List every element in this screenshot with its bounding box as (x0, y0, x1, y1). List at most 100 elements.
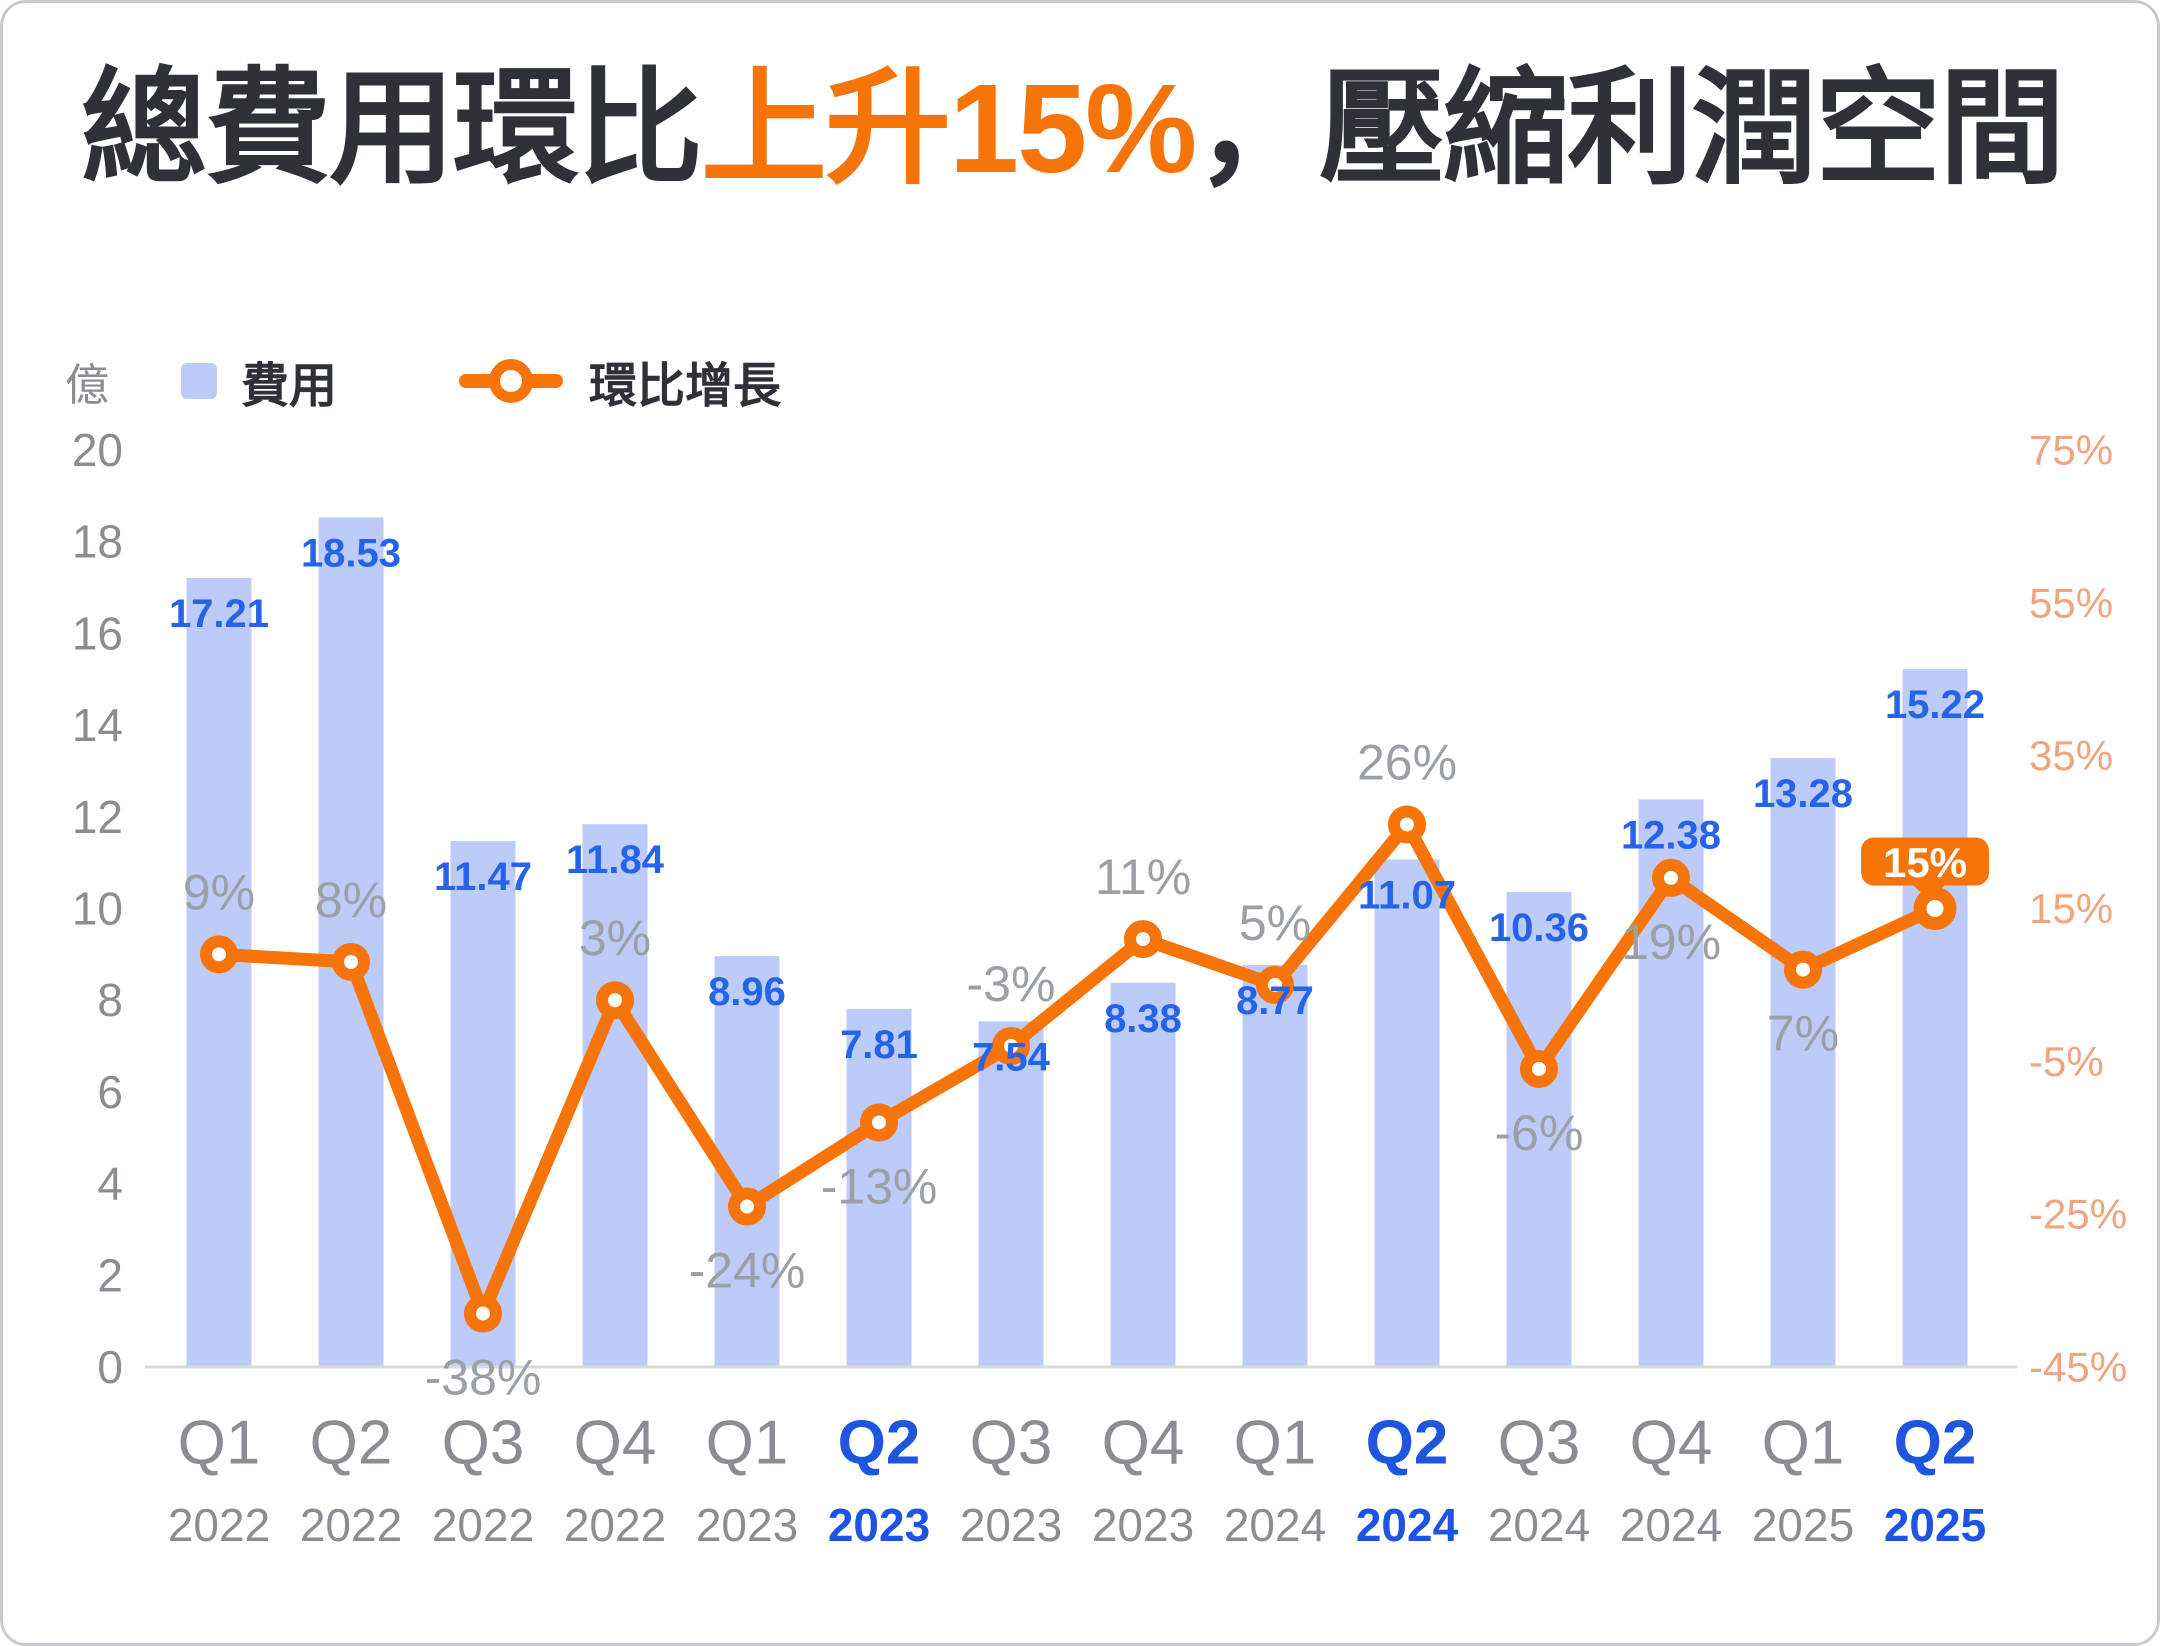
bar-value-label: 17.21 (169, 592, 269, 636)
left-axis-tick: 6 (97, 1066, 123, 1118)
x-label-quarter: Q2 (1894, 1409, 1977, 1478)
highlight-badge (1861, 837, 1989, 886)
left-axis-tick: 8 (97, 974, 123, 1026)
badge-pointer-icon (1911, 883, 1947, 900)
growth-value-label: 19% (1621, 914, 1721, 970)
x-label-year: 2024 (1620, 1499, 1722, 1551)
growth-value-label: 7% (1767, 1006, 1839, 1062)
x-label-quarter: Q4 (1102, 1409, 1185, 1478)
bar-Q2-2025 (1902, 669, 1968, 1367)
bar-value-label: 10.36 (1489, 906, 1589, 950)
bar-value-label: 11.07 (1358, 873, 1456, 917)
x-label-year: 2022 (432, 1499, 534, 1551)
growth-value-label: 5% (1239, 895, 1311, 951)
line-point-marker (1256, 965, 1294, 1004)
bar-value-label: 11.84 (566, 838, 665, 882)
right-axis-tick: -45% (2029, 1344, 2127, 1391)
x-label-quarter: Q4 (574, 1409, 657, 1478)
bar-Q3-2023 (978, 1021, 1044, 1367)
bar-Q1-2025 (1770, 758, 1836, 1367)
line-point-marker (1784, 950, 1822, 989)
left-axis-tick: 14 (72, 699, 123, 751)
x-label-quarter: Q1 (1234, 1409, 1317, 1478)
x-label-year: 2023 (696, 1499, 798, 1551)
right-axis-tick: 55% (2029, 579, 2113, 626)
line-legend-dot-icon (489, 359, 534, 403)
expense-growth-chart: 0 2 4 6 8 10 12 14 16 18 20 75% 55% 35% 15% -5% -25% -45%… (72, 424, 2127, 1551)
growth-line (212, 817, 1942, 1321)
left-axis-tick: 18 (72, 516, 123, 568)
x-label-quarter: Q2 (838, 1409, 921, 1478)
growth-value-label: -6% (1495, 1105, 1584, 1161)
bar-value-label: 7.54 (972, 1035, 1051, 1079)
x-label-year: 2024 (1356, 1499, 1459, 1551)
x-label-quarter: Q1 (706, 1409, 789, 1478)
bar-value-label: 8.77 (1236, 979, 1314, 1023)
left-axis-tick: 2 (97, 1249, 123, 1301)
line-point-marker (332, 942, 370, 981)
bar-Q3-2024 (1506, 891, 1572, 1367)
bar-value-label: 15.22 (1885, 683, 1985, 727)
right-axis-tick: -5% (2029, 1038, 2104, 1085)
line-point-marker (596, 981, 634, 1020)
x-label-year: 2023 (960, 1499, 1062, 1551)
line-point-marker (1520, 1049, 1558, 1088)
left-axis-unit-label: 億 (65, 361, 109, 410)
x-label-quarter: Q1 (1762, 1409, 1845, 1478)
x-label-quarter: Q3 (442, 1409, 525, 1478)
right-axis-tick: 75% (2029, 427, 2113, 474)
x-label-quarter: Q3 (1498, 1409, 1581, 1478)
right-axis-tick: 35% (2029, 732, 2113, 779)
bar-legend-swatch-icon (181, 363, 217, 399)
growth-value-label: -24% (689, 1243, 806, 1299)
x-label-year: 2022 (168, 1499, 270, 1551)
left-axis-tick: 0 (97, 1341, 123, 1393)
bar-value-label: 11.47 (434, 855, 532, 899)
page-title: 總費用環比上升15%，壓縮利潤空間 (81, 55, 2065, 204)
bar-value-label: 18.53 (301, 531, 401, 575)
bar-value-label: 13.28 (1753, 772, 1853, 816)
x-label-quarter: Q4 (1630, 1409, 1713, 1478)
line-point-marker (464, 1294, 502, 1333)
bar-Q2-2024 (1374, 859, 1440, 1367)
bar-Q2-2023 (846, 1008, 912, 1367)
bar-value-label: 8.38 (1104, 997, 1182, 1041)
line-legend-marker-icon (459, 359, 564, 403)
x-label-quarter: Q2 (310, 1409, 393, 1478)
line-point-marker (1124, 920, 1162, 959)
left-axis-tick: 4 (97, 1158, 123, 1210)
right-axis-tick: -25% (2029, 1191, 2127, 1238)
line-point-marker (1652, 858, 1690, 897)
left-axis-tick: 16 (72, 607, 123, 659)
left-axis-tick: 12 (72, 791, 123, 843)
x-label-year: 2023 (1092, 1499, 1194, 1551)
x-label-quarter: Q3 (970, 1409, 1053, 1478)
bar-Q1-2024 (1242, 964, 1308, 1367)
x-label-quarter: Q2 (1366, 1409, 1449, 1478)
growth-value-label: 26% (1357, 734, 1457, 790)
growth-value-label: -3% (967, 956, 1056, 1012)
x-label-year: 2023 (828, 1499, 930, 1551)
x-label-year: 2024 (1224, 1499, 1326, 1551)
bar-legend-label: 費用 (241, 360, 338, 413)
line-point-marker (1913, 887, 1957, 930)
line-point-marker (728, 1187, 766, 1226)
growth-value-label: -13% (821, 1158, 938, 1214)
bar-value-label: 8.96 (708, 970, 786, 1014)
title-suffix: ，壓縮利潤空間 (1195, 58, 2065, 199)
x-label-year: 2024 (1488, 1499, 1590, 1551)
bar-Q2-2022 (318, 517, 384, 1367)
title-highlight: 上升15% (701, 58, 1197, 199)
badge-value-label: 15% (1883, 839, 1967, 886)
right-axis-tick: 15% (2029, 885, 2113, 932)
line-point-marker (200, 935, 238, 974)
title-prefix: 總費用環比 (81, 58, 703, 199)
growth-value-label: 3% (579, 910, 651, 966)
bar-Q4-2023 (1110, 982, 1176, 1367)
legend: 億 費用 環比增長 (65, 353, 781, 413)
left-axis-tick: 10 (72, 883, 123, 935)
line-point-marker (860, 1103, 898, 1142)
growth-value-label: 11% (1095, 849, 1191, 905)
left-axis-tick: 20 (72, 424, 123, 476)
